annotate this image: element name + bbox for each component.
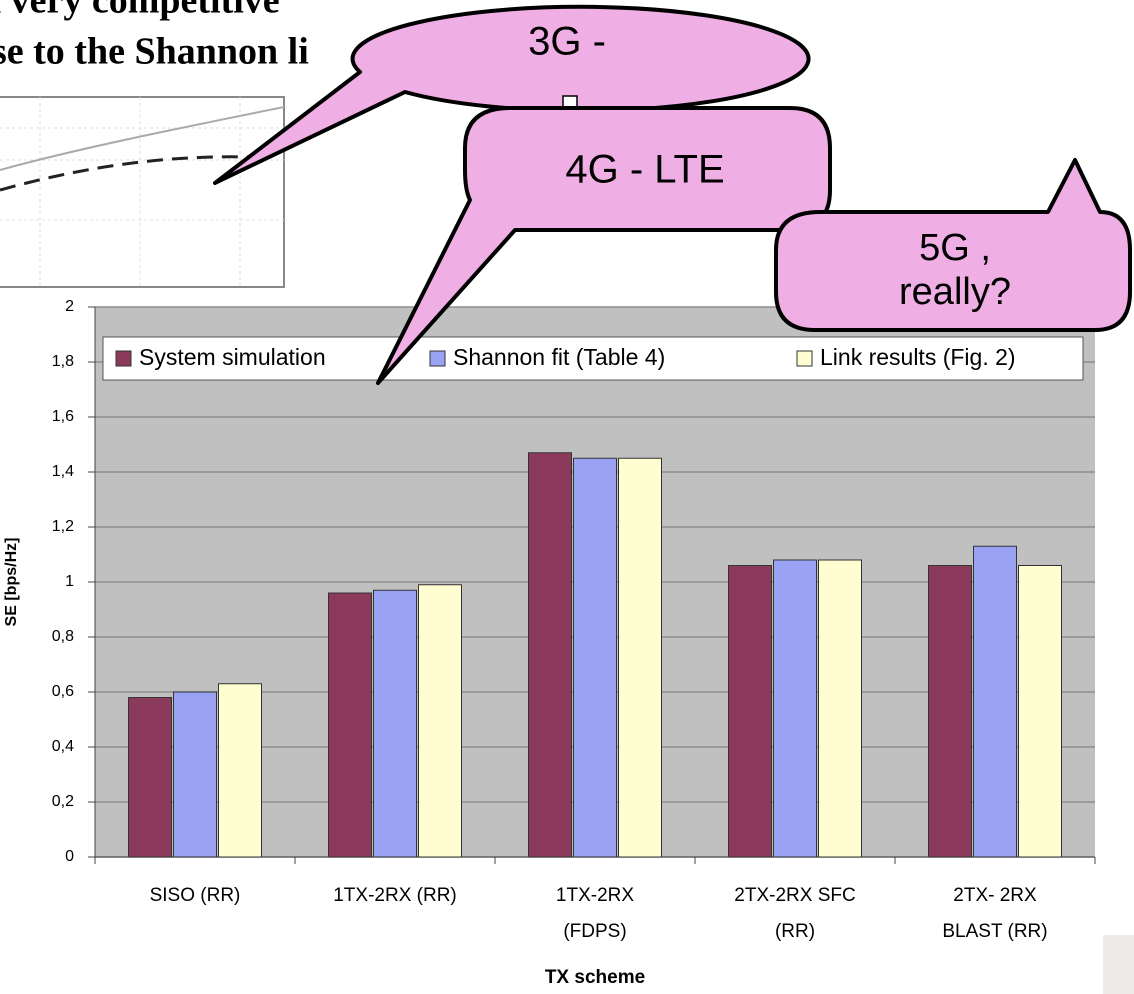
legend-label: Link results (Fig. 2) [820, 344, 1016, 370]
legend-swatch [430, 351, 445, 366]
y-tick-label: 2 [65, 298, 74, 315]
page-corner [1103, 935, 1134, 994]
y-tick-label: 0,2 [52, 793, 74, 810]
bar [529, 453, 572, 857]
bar [574, 458, 617, 857]
bar [819, 560, 862, 857]
page: n very competitive se to the Shannon li … [0, 0, 1134, 994]
x-tick-label: 1TX-2RX (FDPS) [495, 878, 695, 950]
y-tick-label: 1 [65, 573, 74, 590]
y-tick-label: 1,2 [52, 518, 74, 535]
y-tick-label: 0,4 [52, 738, 74, 755]
y-tick-label: 0,6 [52, 683, 74, 700]
x-axis-title: TX scheme [545, 967, 645, 988]
bar [1019, 566, 1062, 858]
bar [729, 566, 772, 858]
y-tick-label: 1,4 [52, 463, 74, 480]
legend-swatch [797, 351, 812, 366]
legend-label: Shannon fit (Table 4) [453, 344, 665, 370]
y-tick-label: 1,6 [52, 408, 74, 425]
bar [374, 590, 417, 857]
bar [929, 566, 972, 858]
legend-label: System simulation [139, 344, 326, 370]
x-tick-label: 1TX-2RX (RR) [295, 878, 495, 914]
y-tick-label: 0 [65, 848, 74, 865]
callout-text: 3G - [528, 20, 606, 64]
bar [174, 692, 217, 857]
bar [974, 546, 1017, 857]
chart: n very competitive se to the Shannon li … [0, 0, 1134, 994]
background-text: se to the Shannon li [0, 31, 309, 73]
bar [619, 458, 662, 857]
x-tick-label: 2TX-2RX SFC (RR) [695, 878, 895, 950]
bar [419, 585, 462, 857]
inset-figure [0, 97, 284, 287]
x-tick-label: 2TX- 2RX BLAST (RR) [895, 878, 1095, 950]
background-text: n very competitive [0, 0, 280, 22]
y-tick-label: 0,8 [52, 628, 74, 645]
bar [129, 698, 172, 858]
legend-swatch [116, 351, 131, 366]
bar [329, 593, 372, 857]
x-tick-label: SISO (RR) [95, 878, 295, 914]
callout-text: 4G - LTE [565, 148, 724, 192]
bar [774, 560, 817, 857]
bar [219, 684, 262, 857]
y-tick-label: 1,8 [52, 353, 74, 370]
y-axis-title: SE [bps/Hz] [3, 538, 20, 627]
